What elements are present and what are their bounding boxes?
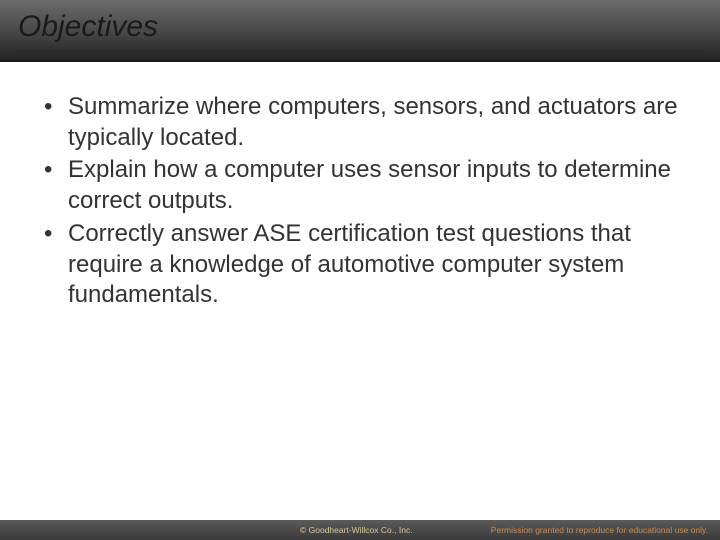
slide-title: Objectives bbox=[18, 10, 158, 44]
list-item: Correctly answer ASE certification test … bbox=[40, 219, 680, 311]
title-bar: Objectives bbox=[0, 0, 720, 62]
list-item: Summarize where computers, sensors, and … bbox=[40, 92, 680, 153]
list-item: Explain how a computer uses sensor input… bbox=[40, 155, 680, 216]
content-area: Summarize where computers, sensors, and … bbox=[0, 62, 720, 540]
footer-copyright: © Goodheart-Willcox Co., Inc. bbox=[300, 525, 413, 535]
title-underline bbox=[18, 50, 702, 52]
footer-permission: Permission granted to reproduce for educ… bbox=[491, 525, 708, 535]
slide-container: Objectives Summarize where computers, se… bbox=[0, 0, 720, 540]
footer-bar: © Goodheart-Willcox Co., Inc. Permission… bbox=[0, 520, 720, 540]
objectives-list: Summarize where computers, sensors, and … bbox=[40, 92, 680, 311]
